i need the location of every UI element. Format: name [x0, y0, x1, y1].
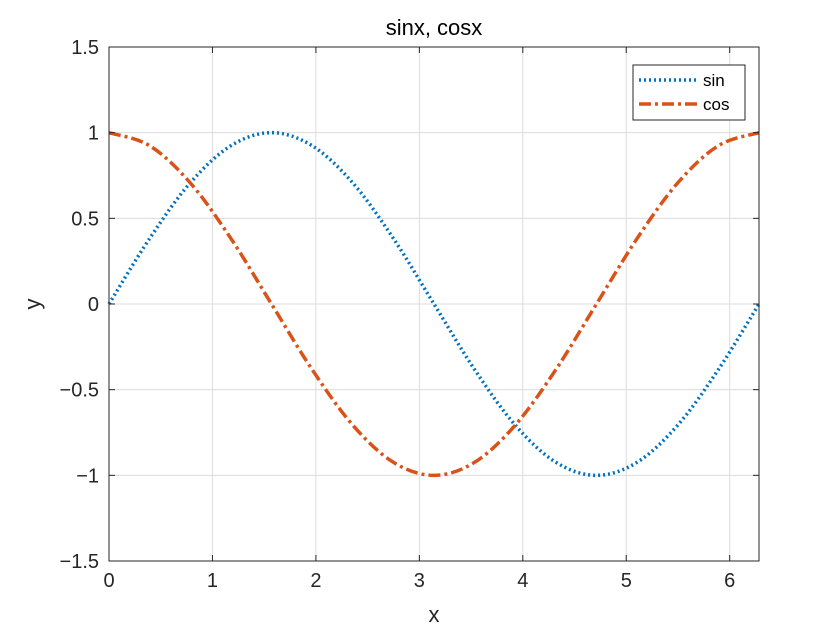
ticks: 0 1 2 3 4 5 6 −1.5 −1 −0.5 0 0.5 1 1.5 — [60, 37, 759, 592]
x-tick-label: 1 — [207, 570, 218, 592]
legend-cos-label: cos — [703, 95, 729, 114]
x-axis-title: x — [429, 602, 440, 627]
legend-sin-label: sin — [703, 71, 725, 90]
legend: sin cos — [632, 64, 746, 121]
x-tick-label: 3 — [414, 570, 425, 592]
y-tick-label: 0.5 — [71, 208, 99, 230]
x-tick-label: 0 — [103, 570, 114, 592]
y-tick-label: −0.5 — [60, 380, 99, 402]
x-tick-label: 2 — [310, 570, 321, 592]
x-tick-label: 6 — [724, 570, 735, 592]
y-tick-label: 1.5 — [71, 37, 99, 59]
y-tick-label: −1 — [76, 465, 99, 487]
y-tick-label: −1.5 — [60, 551, 99, 573]
legend-box — [632, 64, 746, 121]
y-axis-title: y — [20, 299, 45, 310]
x-tick-label: 4 — [517, 570, 528, 592]
series-lines — [107, 130, 761, 478]
y-tick-label: 1 — [88, 123, 99, 145]
series-line-sin — [107, 130, 761, 478]
series-line-cos — [108, 130, 760, 478]
grid — [108, 46, 759, 562]
chart-title: sinx, cosx — [386, 15, 483, 40]
y-tick-label: 0 — [88, 294, 99, 316]
x-tick-label: 5 — [621, 570, 632, 592]
